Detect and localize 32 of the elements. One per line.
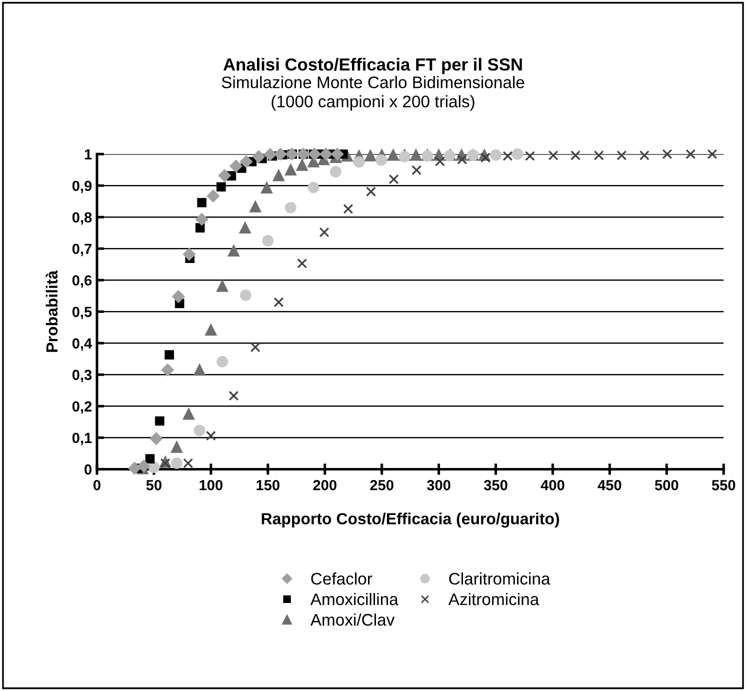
legend-label: Azitromicina	[448, 592, 540, 606]
x-tick-label: 400	[540, 480, 564, 490]
x-tick-label: 500	[654, 480, 678, 490]
y-axis-title: Probabilità	[46, 270, 58, 352]
x-tick-label: 550	[712, 480, 736, 490]
chart-subtitle: Simulazione Monte Carlo Bidimensionale (1000 campioni x 200 trials)	[222, 76, 524, 111]
x-tick-label: 200	[313, 480, 336, 490]
x-tick-label: 450	[598, 480, 622, 490]
y-tick-label: 0,4	[72, 338, 92, 351]
y-tick-label: 0,6	[72, 275, 92, 288]
y-tick-label: 1	[84, 149, 92, 160]
legend-label: Cefaclor	[311, 572, 372, 585]
y-tick-label: 0,1	[72, 432, 92, 446]
y-tick-label: 0,2	[72, 401, 92, 414]
x-tick-label: 300	[426, 480, 450, 490]
x-tick-label: 250	[370, 480, 394, 490]
x-axis-title: Rapporto Costo/Efficacia (euro/guarito)	[262, 512, 560, 528]
x-tick-label: 350	[484, 480, 508, 490]
x-tick-label: 0	[94, 480, 100, 490]
legend-label: Amoxi/Clav	[310, 613, 395, 626]
chart-title: Analisi Costo/Efficacia FT per il SSN	[223, 58, 522, 74]
x-tick-label: 50	[146, 480, 162, 490]
x-tick-label: 100	[200, 480, 222, 490]
legend-label: Claritromicina	[449, 572, 550, 585]
legend-label: Amoxicillina	[310, 592, 398, 606]
y-tick-label: 0,3	[72, 370, 92, 382]
y-tick-label: 0,7	[72, 244, 92, 256]
y-tick-label: 0	[84, 464, 92, 475]
x-tick-label: 150	[256, 480, 280, 490]
y-tick-label: 0,9	[72, 180, 92, 194]
y-tick-label: 0,5	[72, 306, 92, 320]
y-tick-label: 0,8	[72, 212, 92, 225]
